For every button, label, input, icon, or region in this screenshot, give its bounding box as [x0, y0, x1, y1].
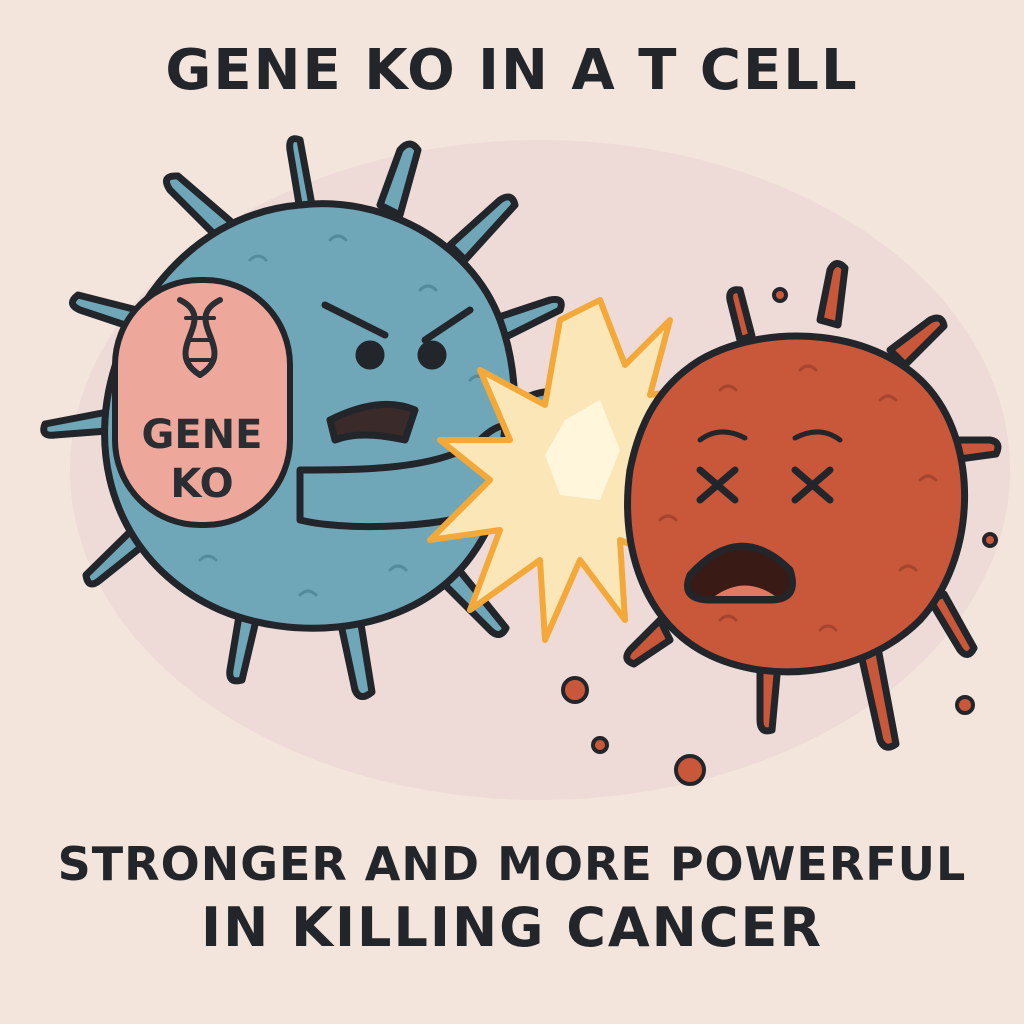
dead-eyes-icon: [696, 466, 834, 504]
t-cell-left-eye: [355, 340, 385, 370]
dna-icon: [177, 297, 223, 378]
cancer-splatter: [561, 287, 998, 786]
t-cell-right-brow: [421, 306, 474, 344]
cancer-cell-tongue: [715, 585, 775, 596]
cancer-cell-body: [624, 332, 969, 676]
caption-line1: STRONGER AND MORE POWERFUL: [57, 837, 967, 891]
t-cell-left-brow: [321, 301, 389, 339]
cancer-cell-right-brow: [792, 429, 843, 443]
caption-line2: IN KILLING CANCER: [201, 895, 823, 959]
badge-text-line1: GENE: [142, 412, 263, 458]
t-cell-right-eye: [417, 340, 447, 370]
gene-ko-badge: [112, 277, 293, 528]
cancer-cell-texture: [658, 364, 938, 632]
caption: STRONGER AND MORE POWERFUL IN KILLING CA…: [0, 838, 1024, 959]
cancer-cell: [623, 260, 1002, 751]
cancer-cell-mouth: [684, 542, 796, 604]
cancer-cell-left-brow: [697, 429, 748, 443]
page-title: GENE KO IN A T CELL: [165, 38, 859, 103]
t-cell-mouth: [326, 400, 419, 444]
badge-text-line2: KO: [170, 461, 233, 507]
